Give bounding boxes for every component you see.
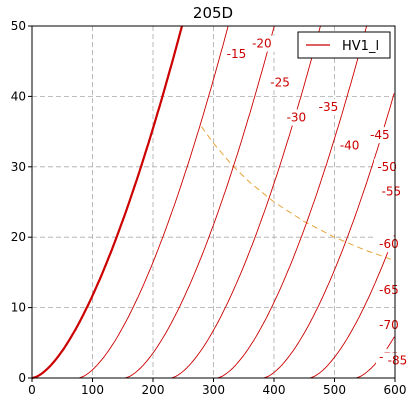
x-tick-label: 0 (28, 383, 36, 397)
y-tick-label: 0 (18, 371, 26, 385)
y-tick-label: 30 (11, 160, 26, 174)
grid-label-bg (248, 35, 275, 52)
y-tick-label: 50 (11, 19, 26, 33)
grid-voltage-label: -30 (287, 111, 307, 125)
grid-label-bg (283, 109, 310, 126)
x-tick-label: 600 (384, 383, 407, 397)
plate-curve (169, 25, 321, 379)
grid-label-bg (267, 74, 294, 91)
grid-voltage-label: -15 (227, 47, 247, 61)
dissipation-line (200, 126, 396, 262)
grid-voltage-label: -85 (388, 353, 408, 367)
y-tick-label: 10 (11, 301, 26, 315)
grid-label-bg (223, 46, 250, 63)
legend: HV1_l (297, 31, 391, 59)
plate-curve (262, 93, 395, 379)
grid-label-bg (384, 352, 411, 369)
x-tick-label: 200 (142, 383, 165, 397)
plate-curve (354, 336, 395, 379)
y-tick-label: 40 (11, 89, 26, 103)
grid-voltage-label: -35 (319, 100, 339, 114)
grid-voltage-labels: -15-20-25-30-35-40-45-50-55-60-65-70-75-… (223, 35, 411, 369)
grid-label-bg (366, 127, 393, 144)
legend-entry: HV1_l (342, 39, 379, 54)
dissipation-curve (200, 126, 396, 262)
x-tick-label: 100 (81, 383, 104, 397)
plate-curve (215, 25, 368, 379)
grid-voltage-label: -50 (377, 160, 397, 174)
y-axis-ticks: 0 10 20 30 40 50 (11, 19, 32, 385)
grid-label-bg (378, 183, 405, 200)
grid-voltage-label: -55 (382, 184, 402, 198)
x-tick-label: 500 (323, 383, 346, 397)
grid-label-bg (315, 98, 342, 115)
grid-voltage-label: -65 (379, 283, 399, 297)
plate-curve (123, 25, 275, 379)
plate-curve (77, 25, 229, 379)
grid-voltage-label: -70 (379, 318, 399, 332)
x-axis-ticks: 0 100 200 300 400 500 600 (28, 378, 406, 397)
grid-voltage-label: -20 (252, 37, 272, 51)
grid-voltage-label: -60 (379, 237, 399, 251)
plate-curve (308, 235, 395, 379)
x-tick-label: 300 (202, 383, 225, 397)
grid-voltage-label: -45 (370, 128, 390, 142)
chart-title: 205D (193, 4, 233, 22)
plate-curve-vg-0 (31, 25, 184, 380)
x-tick-label: 400 (263, 383, 286, 397)
grid-label-bg (374, 158, 401, 175)
grid-voltage-label: -25 (270, 75, 290, 89)
y-tick-label: 20 (11, 230, 26, 244)
grid-voltage-label: -40 (340, 139, 360, 153)
grid-label-bg (336, 137, 363, 154)
